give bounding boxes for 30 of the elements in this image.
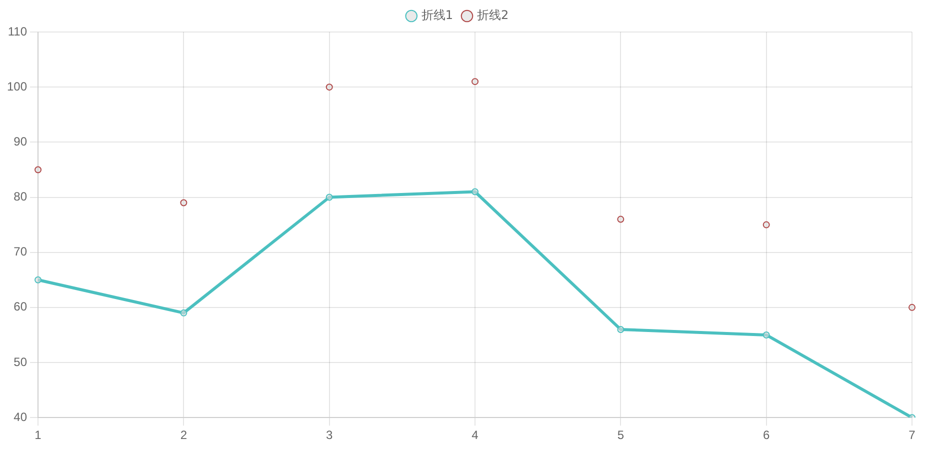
point <box>472 78 479 86</box>
y-tick-label: 80 <box>14 190 28 204</box>
y-tick-label: 90 <box>14 134 28 148</box>
legend-label: 折线1 <box>421 8 454 22</box>
point <box>34 276 42 284</box>
point <box>908 304 916 311</box>
point <box>617 326 624 333</box>
legend-label: 折线2 <box>477 8 509 22</box>
y-tick-label: 40 <box>14 410 28 424</box>
point <box>762 221 770 228</box>
point <box>326 84 333 91</box>
y-tick-label: 100 <box>6 79 28 94</box>
point <box>34 166 42 174</box>
x-tick-label: 2 <box>180 428 188 442</box>
x-tick-label: 1 <box>34 428 42 442</box>
x-tick-label: 5 <box>617 428 624 442</box>
y-tick-label: 110 <box>8 24 28 38</box>
x-tick-label: 3 <box>326 428 334 442</box>
x-tick-label: 4 <box>472 428 479 442</box>
point <box>180 309 188 316</box>
y-tick-label: 70 <box>14 244 28 259</box>
point <box>472 188 479 196</box>
point <box>762 331 770 338</box>
x-tick-label: 6 <box>762 428 770 442</box>
y-tick-label: 60 <box>14 300 28 314</box>
point <box>180 199 188 206</box>
point <box>326 194 333 201</box>
y-tick-label: 50 <box>14 354 28 369</box>
x-tick-label: 7 <box>908 428 916 442</box>
point <box>617 216 624 223</box>
